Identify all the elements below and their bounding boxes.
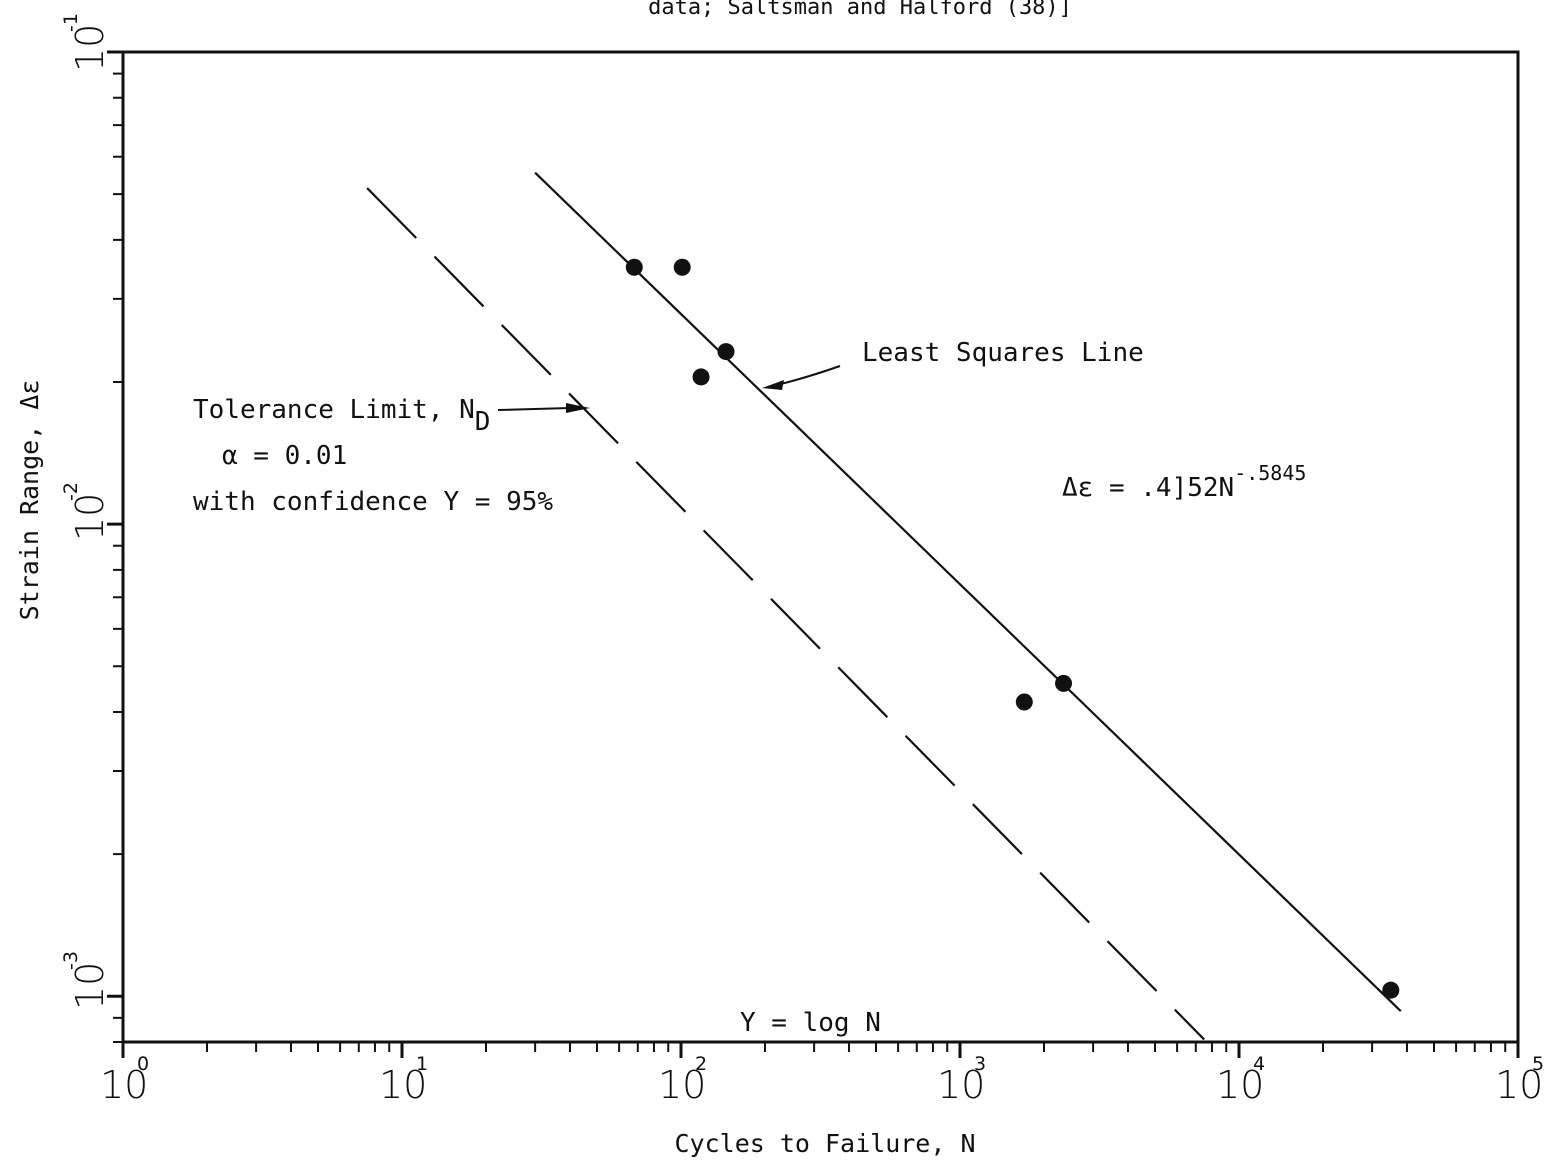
svg-text:10: 10 bbox=[658, 1063, 706, 1107]
tolerance-limit-line bbox=[366, 187, 1205, 1041]
svg-text:4: 4 bbox=[1253, 1053, 1265, 1075]
svg-text:10: 10 bbox=[379, 1063, 427, 1107]
data-point-5 bbox=[1055, 674, 1073, 692]
data-point-3 bbox=[717, 343, 735, 361]
data-point-0 bbox=[625, 258, 643, 276]
y-tick-label-1: 10-2 bbox=[60, 482, 112, 541]
x-tick-label-1: 101 bbox=[379, 1053, 428, 1107]
data-points bbox=[625, 258, 1400, 999]
least-squares-arrowhead bbox=[762, 380, 784, 390]
svg-text:1: 1 bbox=[416, 1053, 428, 1075]
svg-text:2: 2 bbox=[695, 1053, 707, 1075]
y-tick-labels: 10-1 10-2 10-3 bbox=[60, 13, 112, 1010]
equation-label: Δε = .4]52N-.5845 bbox=[1062, 461, 1306, 503]
x-tick-label-3: 103 bbox=[937, 1053, 986, 1107]
x-tick-label-2: 102 bbox=[658, 1053, 707, 1107]
data-point-6 bbox=[1382, 981, 1400, 999]
data-point-2 bbox=[692, 368, 710, 386]
svg-text:-1: -1 bbox=[60, 13, 82, 32]
svg-text:0: 0 bbox=[137, 1053, 149, 1075]
chart-title: data; Saltsman and Halford (38)] bbox=[648, 0, 1072, 20]
x-tick-label-0: 100 bbox=[100, 1053, 149, 1107]
y-axis-label: Strain Range, Δε bbox=[15, 380, 44, 621]
y-axis-ticks bbox=[107, 50, 123, 1043]
y-definition-label: Y = log N bbox=[740, 1008, 881, 1038]
x-axis-ticks bbox=[121, 1042, 1520, 1058]
x-tick-label-4: 104 bbox=[1216, 1053, 1265, 1107]
svg-text:10: 10 bbox=[68, 493, 112, 541]
x-tick-labels: 100 101 102 103 104 105 bbox=[100, 1053, 1544, 1107]
tolerance-leader bbox=[497, 407, 571, 411]
tolerance-arrowhead bbox=[566, 403, 590, 413]
svg-text:-3: -3 bbox=[60, 951, 82, 970]
svg-text:10: 10 bbox=[1216, 1063, 1264, 1107]
svg-text:10: 10 bbox=[100, 1063, 148, 1107]
svg-text:10: 10 bbox=[68, 962, 112, 1010]
svg-text:10: 10 bbox=[68, 24, 112, 72]
svg-text:10: 10 bbox=[937, 1063, 985, 1107]
svg-text:10: 10 bbox=[1495, 1063, 1543, 1107]
y-tick-label-2: 10-3 bbox=[60, 951, 112, 1010]
least-squares-label: Least Squares Line bbox=[862, 338, 1144, 368]
data-point-1 bbox=[673, 258, 691, 276]
tolerance-subscript: D bbox=[475, 407, 491, 437]
svg-text:5: 5 bbox=[1532, 1053, 1544, 1075]
least-squares-line bbox=[534, 171, 1402, 1012]
x-tick-label-5: 105 bbox=[1495, 1053, 1544, 1107]
alpha-label: α = 0.01 bbox=[222, 441, 347, 471]
svg-text:-2: -2 bbox=[60, 482, 82, 501]
confidence-label: with confidence Y = 95% bbox=[193, 487, 553, 517]
equation-exponent: -.5845 bbox=[1234, 461, 1306, 485]
x-axis-label: Cycles to Failure, N bbox=[674, 1129, 975, 1158]
plot-frame bbox=[121, 50, 1520, 1044]
data-point-4 bbox=[1015, 693, 1033, 711]
tolerance-limit-label: Tolerance Limit, ND bbox=[193, 395, 490, 437]
svg-text:3: 3 bbox=[974, 1053, 986, 1075]
y-tick-label-0: 10-1 bbox=[60, 13, 112, 72]
